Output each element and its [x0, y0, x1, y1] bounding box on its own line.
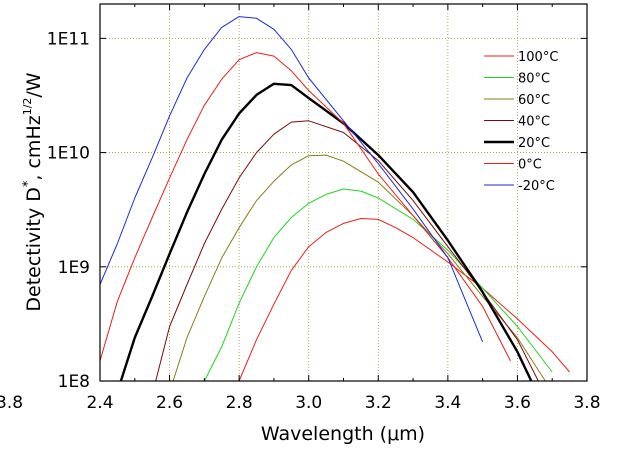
- legend-label: 100°C: [518, 50, 558, 65]
- legend-label: 80°C: [518, 72, 550, 87]
- legend: 100°C 80°C 60°C 40°C 20°C 0°C -20°C: [484, 50, 558, 194]
- y-tick-label: 1E10: [47, 144, 90, 164]
- series-line: [155, 120, 539, 382]
- series-line: [99, 52, 511, 362]
- legend-label: -20°C: [518, 179, 555, 194]
- series-line: [172, 154, 546, 382]
- legend-label: 40°C: [518, 115, 550, 130]
- x-tick-label: 3.8: [573, 393, 600, 413]
- x-tick-label: 2.8: [226, 393, 253, 413]
- plot-area: [100, 4, 587, 381]
- x-tick-label: 2.4: [86, 393, 113, 413]
- x-axis-title: Wavelength (μm): [261, 423, 425, 445]
- x-axis: 2.4 2.6 2.8 3.0 3.2 3.4 3.6 3.8: [86, 4, 601, 413]
- legend-label: 20°C: [518, 136, 550, 151]
- legend-label: 0°C: [518, 158, 542, 173]
- series-line: [238, 218, 570, 382]
- y-tick-label: 1E8: [58, 372, 90, 392]
- x-tick-label: 3.2: [365, 393, 392, 413]
- y-tick-label: 1E11: [47, 29, 90, 49]
- series-line: [99, 16, 484, 343]
- series-line: [119, 82, 533, 382]
- stray-x-tick-label: 3.8: [0, 393, 23, 413]
- y-axis-title: Detectivity D*, cmHz1/2/W: [21, 72, 45, 311]
- x-tick-label: 2.6: [156, 393, 183, 413]
- x-tick-label: 3.4: [434, 393, 461, 413]
- series-lines: [99, 16, 570, 382]
- legend-label: 60°C: [518, 93, 550, 108]
- y-tick-label: 1E9: [58, 258, 90, 278]
- x-tick-label: 3.6: [504, 393, 531, 413]
- x-tick-label: 3.0: [295, 393, 322, 413]
- y-axis: 1E8 1E9 1E10 1E11: [47, 29, 587, 392]
